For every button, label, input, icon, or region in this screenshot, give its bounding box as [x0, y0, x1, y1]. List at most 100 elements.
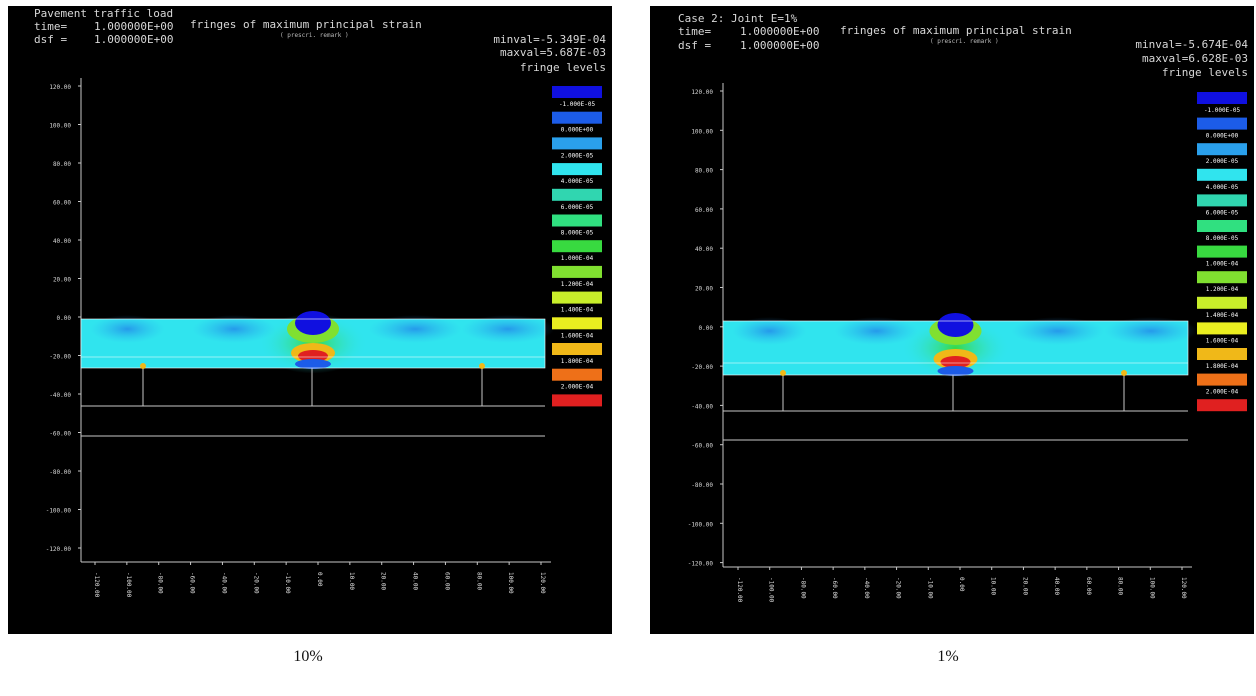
fringe-swatch [1197, 271, 1247, 284]
fringe-swatch [552, 317, 602, 330]
y-tick-label: 120.00 [691, 89, 713, 96]
joint-marker [780, 370, 786, 376]
fringe-swatch [552, 343, 602, 355]
x-tick-label: -100.00 [768, 577, 775, 603]
strain-fringe-low [192, 315, 276, 343]
x-tick-label: 10.00 [990, 577, 997, 595]
fringe-level-label: 8.000E-05 [1206, 235, 1239, 242]
minval-readout: minval=-5.349E-04 [493, 34, 606, 46]
fringe-level-label: 1.400E-04 [561, 307, 594, 314]
fringe-level-label: -1.000E-05 [559, 101, 596, 108]
minval-value: -5.674E-04 [1181, 38, 1248, 51]
fringe-swatch [552, 265, 602, 278]
maxval-value: 6.628E-03 [1188, 52, 1248, 65]
y-tick-label: 0.00 [57, 315, 72, 322]
dsf-label: dsf = [678, 39, 712, 52]
fringe-swatch [1197, 399, 1247, 412]
x-tick-label: 120.00 [1180, 577, 1187, 599]
strain-fringe-min [937, 313, 974, 337]
result-title: fringes of maximum principal strain [840, 24, 1072, 37]
fringe-swatch [1197, 194, 1247, 207]
y-tick-label: 100.00 [691, 128, 713, 135]
fringe-level-label: 0.000E+00 [1206, 133, 1239, 140]
fringe-swatch [552, 86, 602, 98]
x-tick-label: 80.00 [1117, 577, 1124, 595]
fringe-level-label: 1.800E-04 [561, 358, 594, 365]
strain-fringe-min [295, 311, 331, 335]
x-tick-label: -40.00 [863, 577, 870, 599]
x-tick-label: -10.00 [926, 577, 933, 599]
fringe-level-label: 2.000E-05 [561, 152, 594, 159]
plot-title: Case 2: Joint E=1% [678, 12, 798, 25]
time-value: 1.000000E+00 [740, 25, 820, 38]
y-tick-label: -80.00 [49, 469, 71, 476]
y-tick-label: -60.00 [49, 431, 71, 438]
y-tick-label: -20.00 [691, 364, 713, 371]
time-label: time= [678, 25, 712, 38]
maxval-label: maxval= [1142, 52, 1189, 65]
y-tick-label: 40.00 [53, 238, 71, 245]
x-tick-label: 60.00 [443, 572, 450, 590]
dsf-value: 1.000000E+00 [740, 39, 820, 52]
result-subtitle: ( prescri. remark ) [930, 38, 999, 45]
fringe-swatch [1197, 143, 1247, 156]
x-tick-label: -10.00 [284, 572, 291, 594]
slab-outline [80, 318, 546, 369]
y-tick-label: -40.00 [691, 403, 713, 410]
fringe-level-label: 1.600E-04 [1206, 337, 1239, 344]
y-tick-label: 20.00 [695, 286, 713, 293]
fringe-level-label: 0.000E+00 [561, 127, 594, 134]
fringe-level-label: 6.000E-05 [561, 204, 594, 211]
dsf-value: 1.000000E+00 [94, 33, 174, 46]
minval-readout: minval=-5.674E-04 [1135, 39, 1248, 51]
fringe-swatch [552, 214, 602, 227]
fringe-level-label: 1.200E-04 [561, 281, 594, 288]
x-tick-label: 120.00 [539, 572, 546, 594]
x-tick-label: -60.00 [831, 577, 838, 599]
y-tick-label: -80.00 [691, 482, 713, 489]
fringe-level-label: 2.000E-04 [561, 384, 594, 391]
fringe-level-label: 1.200E-04 [1206, 286, 1239, 293]
fringe-level-label: 2.000E-05 [1206, 158, 1239, 165]
x-tick-label: 20.00 [1021, 577, 1028, 595]
fringe-swatch [1197, 92, 1247, 104]
fringe-swatch [1197, 220, 1247, 232]
fringe-level-label: 4.000E-05 [1206, 184, 1239, 191]
fringe-swatch [1197, 296, 1247, 309]
maxval-label: maxval= [500, 46, 547, 59]
fringe-swatch [552, 368, 602, 381]
fringe-swatch [552, 394, 602, 407]
fringe-swatch [1197, 168, 1247, 181]
fringe-plot-panel-right: 120.00 100.00 80.00 60.00 40.00 20.00 0.00 -20.… [650, 6, 1254, 634]
fringe-level-label: 4.000E-05 [561, 178, 594, 185]
plot-title: Pavement traffic load [34, 7, 174, 20]
joint-marker [479, 363, 485, 369]
fringe-swatch [552, 137, 602, 150]
strain-fringe-low [368, 315, 462, 343]
x-tick-label: -60.00 [189, 572, 196, 594]
fringe-plot-canvas: 120.00 100.00 80.00 60.00 40.00 20.00 0.00 -20.… [688, 83, 1247, 603]
fringe-swatch [1197, 245, 1247, 258]
strain-fringe-max [940, 356, 971, 368]
caption-left: 10% [293, 648, 323, 665]
x-tick-label: -80.00 [799, 577, 806, 599]
y-tick-label: 60.00 [695, 207, 713, 214]
joint-marker [140, 363, 146, 369]
fringe-swatch [1197, 348, 1247, 360]
x-tick-label: -40.00 [220, 572, 227, 594]
y-tick-label: 80.00 [695, 168, 713, 175]
strain-fringe-low [1104, 317, 1198, 345]
time-label: time= [34, 20, 68, 33]
fringe-swatch [552, 188, 602, 201]
caption-right: 1% [937, 648, 959, 665]
x-tick-label: 60.00 [1085, 577, 1092, 595]
joint-marker [1121, 370, 1127, 376]
fringe-level-label: 1.400E-04 [1206, 312, 1239, 319]
fringe-level-label: 1.600E-04 [561, 332, 594, 339]
maxval-readout: maxval=6.628E-03 [1142, 53, 1248, 65]
x-tick-label: 10.00 [348, 572, 355, 590]
x-tick-label: 20.00 [380, 572, 387, 590]
fringe-swatch [552, 163, 602, 176]
y-tick-label: 0.00 [699, 325, 714, 332]
y-tick-label: 120.00 [49, 84, 71, 91]
